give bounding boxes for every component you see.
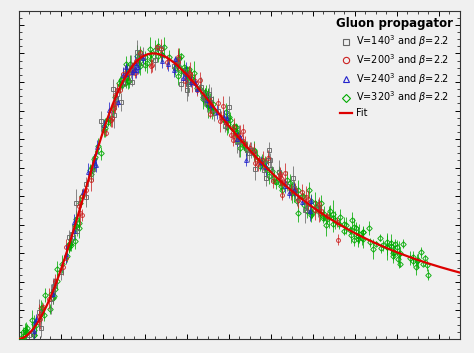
Legend: V=140$^3$ and $\beta$=2.2, V=200$^3$ and $\beta$=2.2, V=240$^3$ and $\beta$=2.2,: V=140$^3$ and $\beta$=2.2, V=200$^3$ and… [334, 16, 455, 120]
